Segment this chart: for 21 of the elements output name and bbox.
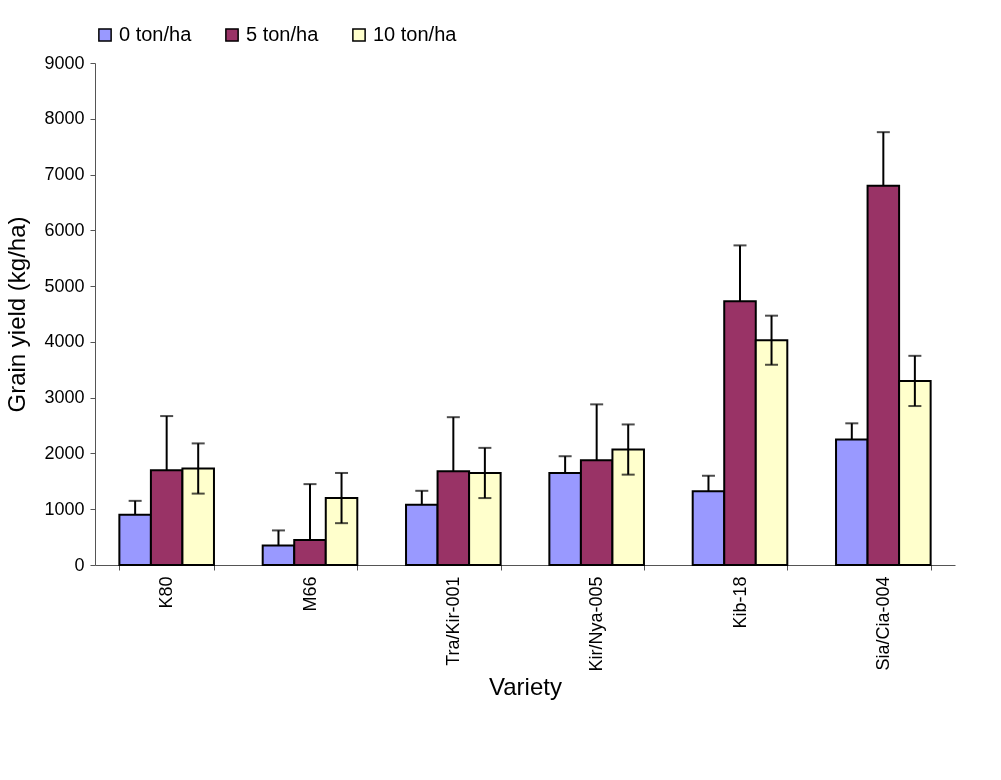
y-tick-label: 1000 bbox=[44, 498, 85, 519]
x-tick-label: Kib-18 bbox=[729, 576, 750, 629]
y-tick-label: 3000 bbox=[44, 387, 85, 408]
x-tick-label: Sia/Cia-004 bbox=[872, 576, 893, 671]
y-tick-label: 0 bbox=[74, 554, 85, 575]
x-tick-label: K80 bbox=[156, 576, 177, 609]
y-tick-label: 7000 bbox=[44, 164, 85, 185]
y-axis-title: Grain yield (kg/ha) bbox=[3, 216, 31, 413]
legend-label: 10 ton/ha bbox=[373, 23, 458, 45]
x-tick-label: Tra/Kir-001 bbox=[442, 576, 463, 666]
y-tick-label: 6000 bbox=[44, 219, 85, 240]
y-tick-label: 2000 bbox=[44, 442, 85, 463]
x-tick-label: M66 bbox=[299, 576, 320, 612]
y-tick-label: 5000 bbox=[44, 275, 85, 296]
x-axis-title: Variety bbox=[489, 672, 562, 700]
y-tick-label: 9000 bbox=[44, 52, 85, 73]
y-tick-label: 8000 bbox=[44, 108, 85, 129]
x-tick-label: Kir/Nya-005 bbox=[586, 576, 607, 672]
legend-label: 5 ton/ha bbox=[246, 23, 320, 45]
legend-label: 0 ton/ha bbox=[119, 23, 193, 45]
y-tick-label: 4000 bbox=[44, 331, 85, 352]
